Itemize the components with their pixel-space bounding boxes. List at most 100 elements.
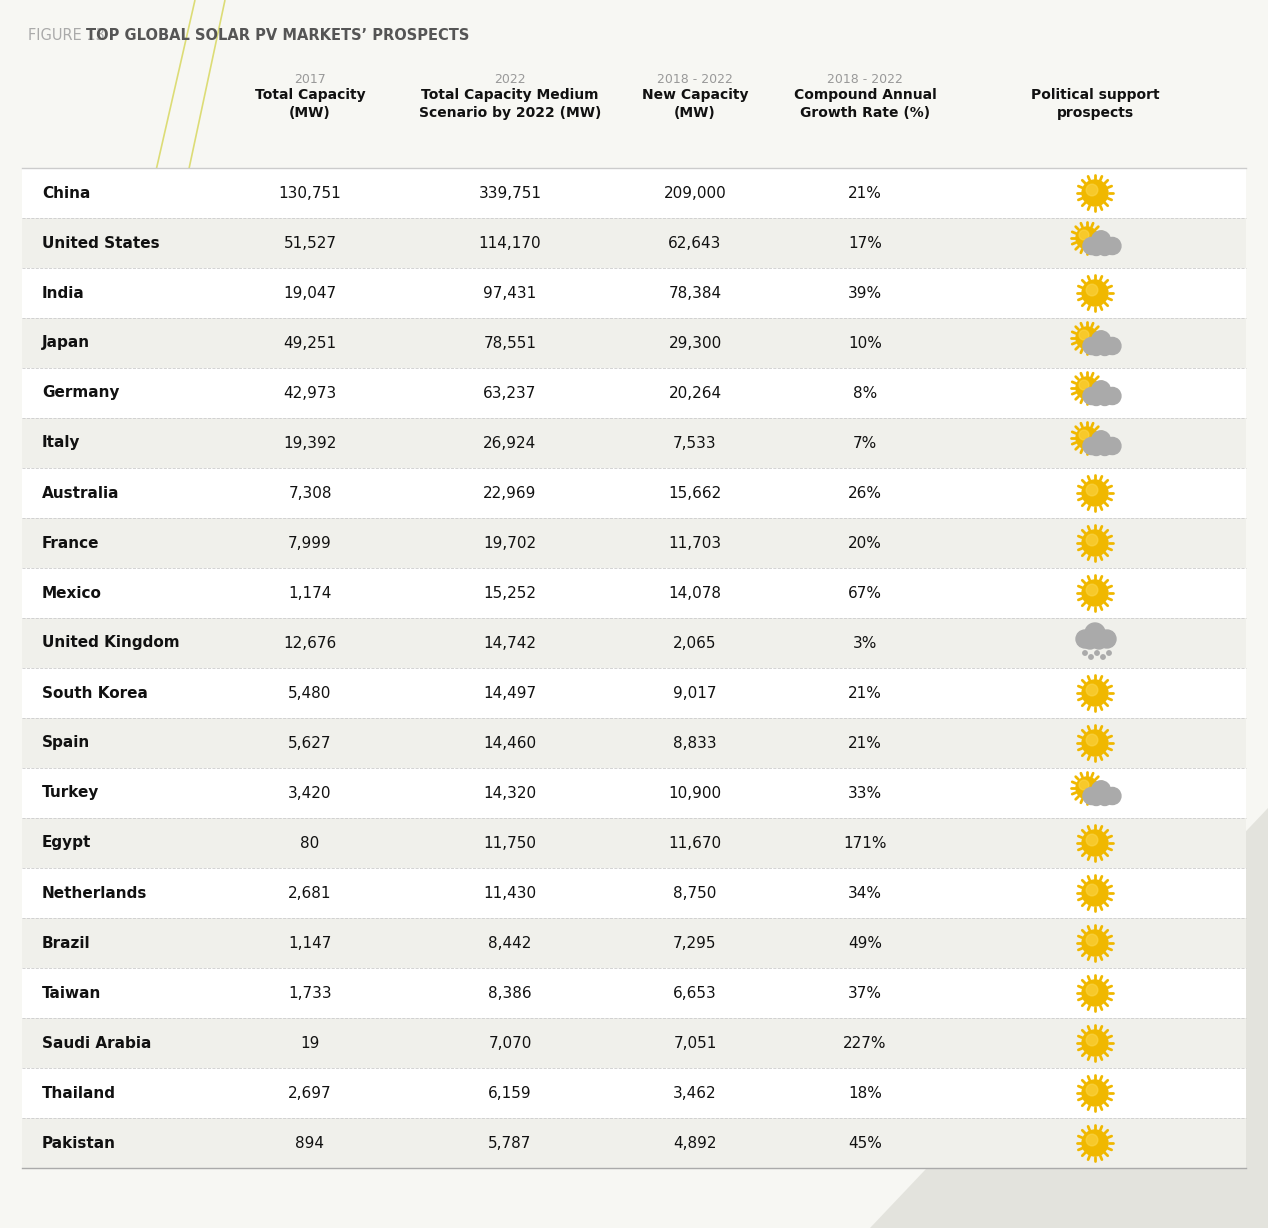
Bar <box>22 919 1246 968</box>
Text: 26,924: 26,924 <box>483 436 536 451</box>
Text: 8%: 8% <box>853 386 877 400</box>
Bar <box>22 968 1246 1018</box>
Circle shape <box>1083 787 1101 804</box>
Text: 26%: 26% <box>848 485 883 501</box>
Circle shape <box>1094 651 1099 656</box>
Text: 11,670: 11,670 <box>668 835 721 851</box>
Bar <box>22 868 1246 919</box>
Circle shape <box>1083 437 1101 454</box>
Text: 2,697: 2,697 <box>288 1086 332 1100</box>
Text: 7,999: 7,999 <box>288 535 332 550</box>
Text: 34%: 34% <box>848 885 883 900</box>
Text: 10%: 10% <box>848 335 883 350</box>
Circle shape <box>1082 632 1098 650</box>
Circle shape <box>1079 230 1089 239</box>
Text: 114,170: 114,170 <box>479 236 541 251</box>
Text: United Kingdom: United Kingdom <box>42 636 180 651</box>
Bar <box>22 418 1246 468</box>
Circle shape <box>1097 241 1112 255</box>
Text: 14,742: 14,742 <box>483 636 536 651</box>
Text: 14,078: 14,078 <box>668 586 721 600</box>
Circle shape <box>1104 388 1121 404</box>
Circle shape <box>1082 1130 1108 1156</box>
Circle shape <box>1085 623 1104 643</box>
Text: 2018 - 2022: 2018 - 2022 <box>827 72 903 86</box>
Polygon shape <box>870 808 1268 1228</box>
Text: Taiwan: Taiwan <box>42 986 101 1001</box>
Text: 22,969: 22,969 <box>483 485 536 501</box>
Text: 7%: 7% <box>853 436 877 451</box>
Text: Thailand: Thailand <box>42 1086 115 1100</box>
Text: 7,070: 7,070 <box>488 1035 531 1050</box>
Circle shape <box>1097 340 1112 355</box>
Text: 4,892: 4,892 <box>673 1136 716 1151</box>
Circle shape <box>1079 780 1089 790</box>
Text: 67%: 67% <box>848 586 883 600</box>
Text: Total Capacity
(MW): Total Capacity (MW) <box>255 88 365 120</box>
Text: 2,065: 2,065 <box>673 636 716 651</box>
Text: 1,174: 1,174 <box>288 586 332 600</box>
Text: Compound Annual
Growth Rate (%): Compound Annual Growth Rate (%) <box>794 88 936 120</box>
Text: 5,627: 5,627 <box>288 736 332 750</box>
Bar <box>22 718 1246 768</box>
Text: South Korea: South Korea <box>42 685 148 700</box>
Text: 21%: 21% <box>848 736 883 750</box>
Circle shape <box>1101 655 1106 659</box>
Text: 21%: 21% <box>848 185 883 200</box>
Text: France: France <box>42 535 99 550</box>
Bar <box>22 268 1246 318</box>
Text: Pakistan: Pakistan <box>42 1136 115 1151</box>
Bar <box>22 668 1246 718</box>
Text: 6,653: 6,653 <box>673 986 716 1001</box>
Text: China: China <box>42 185 90 200</box>
Circle shape <box>1092 781 1111 799</box>
Text: 49%: 49% <box>848 936 883 950</box>
Circle shape <box>1082 480 1108 506</box>
Bar <box>22 768 1246 818</box>
Text: Germany: Germany <box>42 386 119 400</box>
Text: 6,159: 6,159 <box>488 1086 531 1100</box>
Text: 20,264: 20,264 <box>668 386 721 400</box>
Text: 21%: 21% <box>848 685 883 700</box>
Circle shape <box>1089 441 1104 456</box>
Bar <box>22 518 1246 569</box>
Text: 63,237: 63,237 <box>483 386 536 400</box>
Bar <box>22 569 1246 618</box>
Circle shape <box>1087 184 1098 195</box>
Text: 171%: 171% <box>843 835 886 851</box>
Text: 11,430: 11,430 <box>483 885 536 900</box>
Circle shape <box>1104 787 1121 804</box>
Text: New Capacity
(MW): New Capacity (MW) <box>642 88 748 120</box>
Text: 15,252: 15,252 <box>483 586 536 600</box>
Circle shape <box>1077 427 1098 449</box>
Circle shape <box>1087 884 1098 896</box>
Text: 3%: 3% <box>853 636 877 651</box>
Bar <box>22 1068 1246 1117</box>
Circle shape <box>1092 381 1111 400</box>
Text: 14,497: 14,497 <box>483 685 536 700</box>
Text: 14,320: 14,320 <box>483 786 536 801</box>
Circle shape <box>1077 227 1098 249</box>
Text: 78,384: 78,384 <box>668 285 721 301</box>
Circle shape <box>1087 484 1098 496</box>
Circle shape <box>1082 830 1108 856</box>
Circle shape <box>1089 241 1104 255</box>
Circle shape <box>1089 340 1104 355</box>
Circle shape <box>1082 880 1108 906</box>
Bar <box>22 368 1246 418</box>
Circle shape <box>1087 1034 1098 1046</box>
Text: 8,750: 8,750 <box>673 885 716 900</box>
Circle shape <box>1087 1084 1098 1095</box>
Text: 19,392: 19,392 <box>283 436 337 451</box>
Text: 62,643: 62,643 <box>668 236 721 251</box>
Circle shape <box>1097 791 1112 806</box>
Text: Egypt: Egypt <box>42 835 91 851</box>
Circle shape <box>1077 327 1098 349</box>
Text: TOP GLOBAL SOLAR PV MARKETS’ PROSPECTS: TOP GLOBAL SOLAR PV MARKETS’ PROSPECTS <box>86 28 469 43</box>
Circle shape <box>1104 237 1121 254</box>
Text: 5,787: 5,787 <box>488 1136 531 1151</box>
Text: 5,480: 5,480 <box>288 685 332 700</box>
Circle shape <box>1087 1135 1098 1146</box>
Circle shape <box>1077 777 1098 799</box>
Circle shape <box>1082 930 1108 957</box>
